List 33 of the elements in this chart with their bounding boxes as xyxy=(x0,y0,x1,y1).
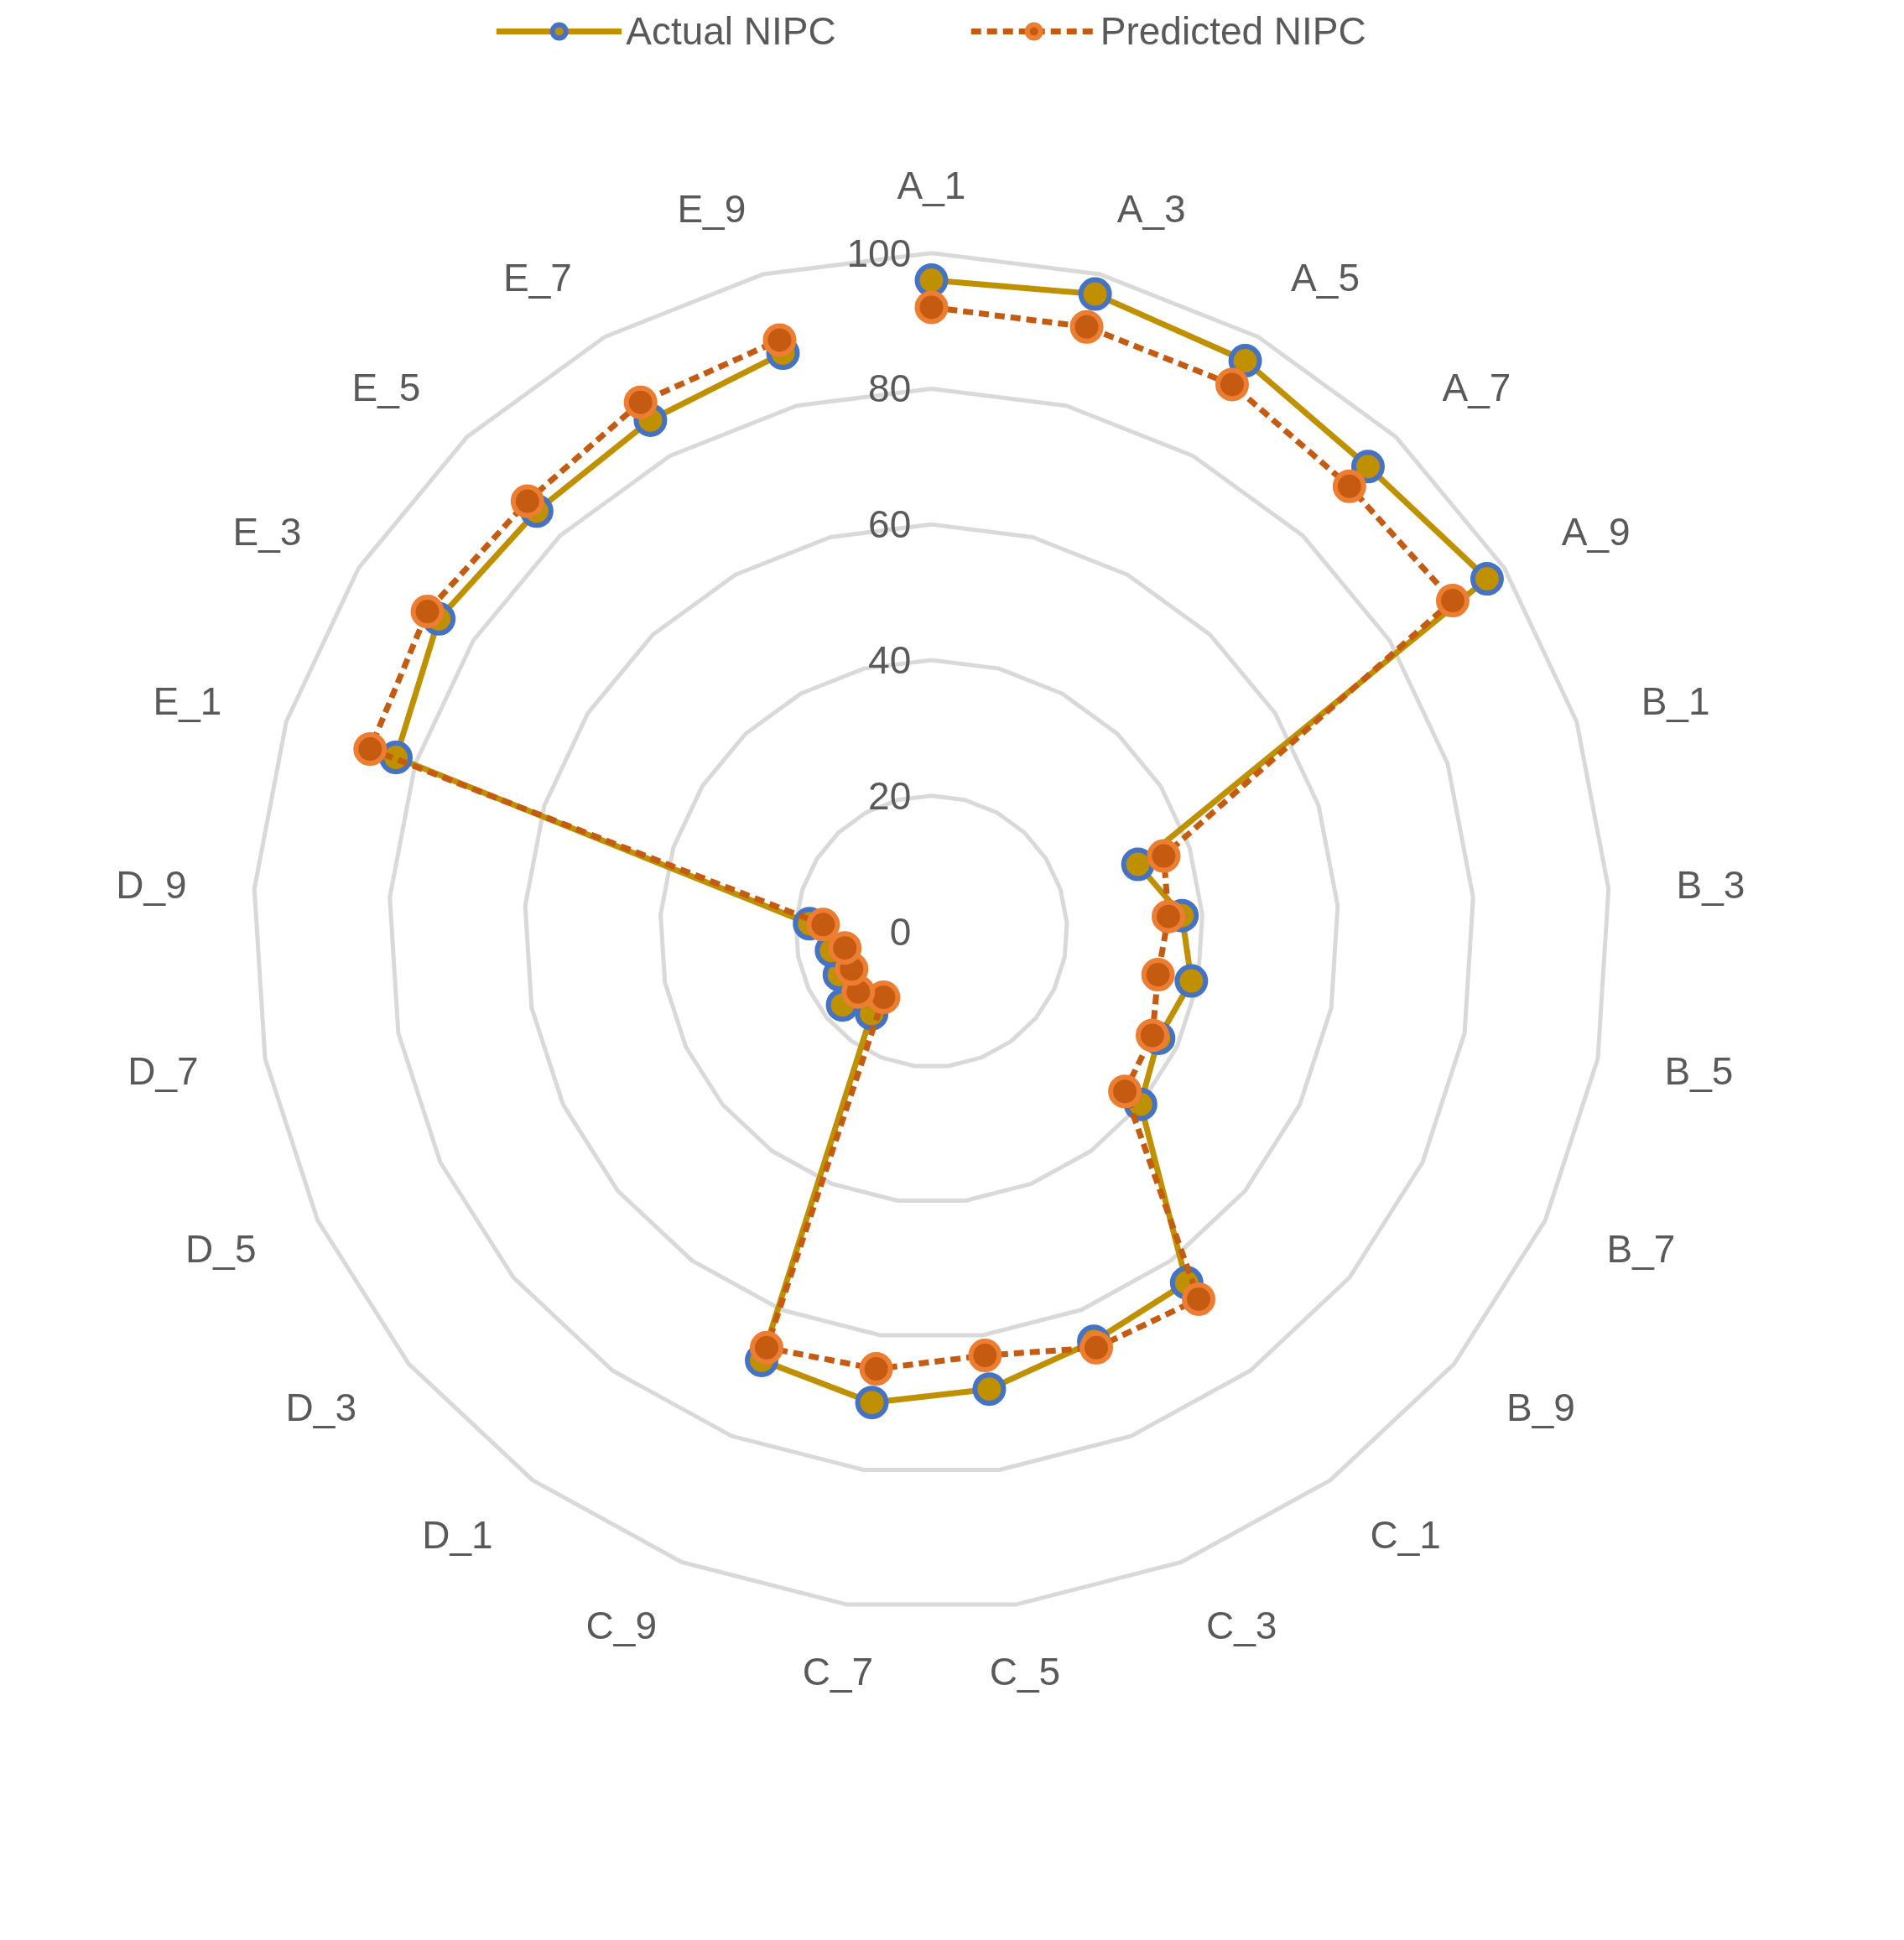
spoke-label: C_7 xyxy=(802,1650,874,1694)
spoke-label: B_5 xyxy=(1664,1049,1734,1094)
spoke-label: A_5 xyxy=(1291,255,1360,299)
spoke-label: D_1 xyxy=(422,1513,493,1558)
y-tick-label: 40 xyxy=(868,637,912,682)
spoke-label: A_1 xyxy=(897,163,966,207)
spoke-label: C_1 xyxy=(1370,1513,1441,1558)
spoke-label: A_3 xyxy=(1116,186,1186,231)
spoke-label: E_7 xyxy=(503,255,572,299)
spoke-label: E_9 xyxy=(677,186,747,231)
spoke-label: D_7 xyxy=(127,1049,199,1094)
spoke-label: D_5 xyxy=(185,1227,257,1272)
spoke-label: D_3 xyxy=(285,1385,356,1429)
y-tick-label: 100 xyxy=(846,231,912,275)
spoke-label: C_9 xyxy=(585,1603,657,1647)
y-tick-label: 80 xyxy=(868,367,912,411)
legend-label: Predicted NIPC xyxy=(1100,8,1366,54)
spoke-label: C_3 xyxy=(1206,1603,1277,1647)
spoke-label: B_7 xyxy=(1606,1227,1676,1272)
spoke-label: C_5 xyxy=(989,1650,1061,1694)
spoke-label: B_1 xyxy=(1641,679,1710,723)
spoke-label: E_3 xyxy=(232,509,302,554)
spoke-label: E_1 xyxy=(153,679,222,723)
spoke-label: B_9 xyxy=(1506,1385,1575,1429)
spoke-label: E_5 xyxy=(351,365,421,409)
y-tick-label: 60 xyxy=(868,502,912,547)
spoke-label: A_9 xyxy=(1561,509,1631,554)
y-tick-label: 0 xyxy=(889,909,912,954)
y-tick-label: 20 xyxy=(868,773,912,818)
spoke-label: D_9 xyxy=(116,862,187,907)
spoke-label: A_7 xyxy=(1442,365,1511,409)
legend-label: Actual NIPC xyxy=(626,8,836,54)
spoke-label: B_3 xyxy=(1676,862,1745,907)
